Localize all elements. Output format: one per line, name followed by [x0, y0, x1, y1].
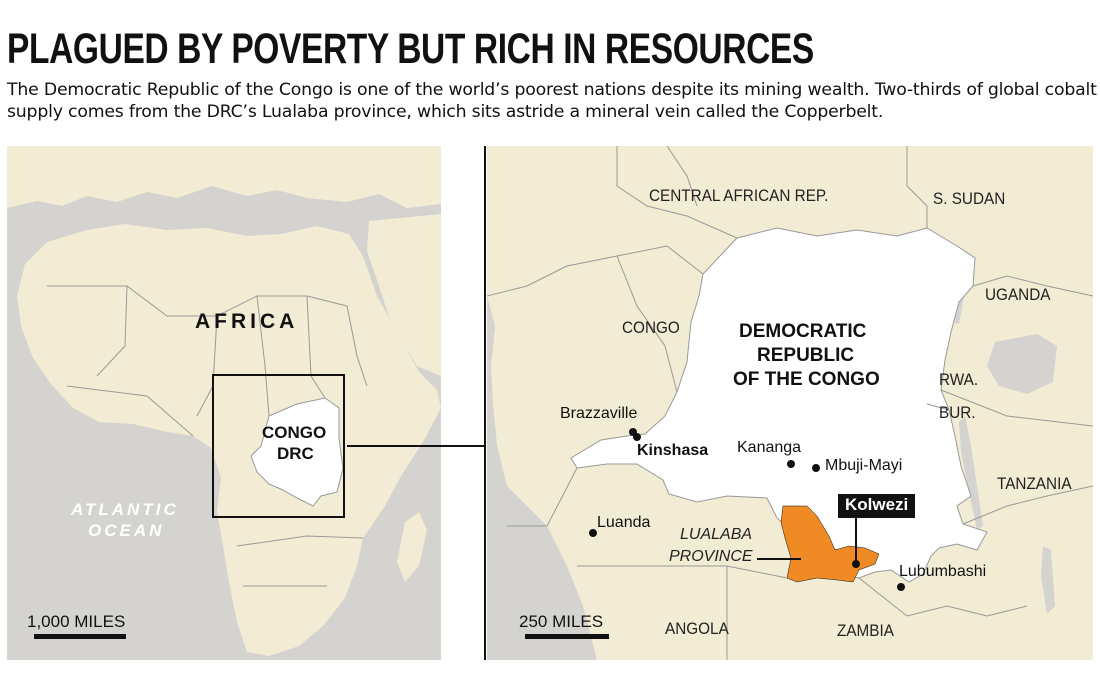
madagascar-island: [397, 512, 427, 582]
label-kananga: Kananga: [737, 439, 802, 456]
lualaba-leader-line: [757, 558, 801, 560]
drc-highlight: [250, 397, 344, 507]
country-borders: [487, 146, 1093, 660]
dot-kananga: [787, 460, 795, 468]
congo-locator-box: [212, 374, 345, 518]
label-lubumbashi: Lubumbashi: [899, 563, 987, 580]
label-congo: CONGO: [622, 318, 680, 337]
europe-landmass: [7, 146, 441, 208]
atlantic-ocean-label-line1: ATLANTIC: [71, 500, 179, 519]
dot-brazzaville: [629, 428, 637, 436]
africa-landmass: [17, 224, 441, 656]
dot-kolwezi: [852, 560, 860, 568]
locator-connector-line: [347, 445, 486, 447]
label-s-sudan: S. SUDAN: [933, 189, 1006, 208]
panel-divider: [484, 146, 486, 660]
lake-malawi: [1041, 546, 1055, 614]
left-scale-bar: [34, 634, 126, 639]
right-scale-bar: [525, 634, 609, 639]
page-subtitle: The Democratic Republic of the Congo is …: [7, 80, 1097, 122]
label-tanzania: TANZANIA: [997, 474, 1072, 493]
dot-mbuji-mayi: [812, 464, 820, 472]
label-lualaba-line1: LUALABA: [680, 526, 753, 543]
label-luanda: Luanda: [597, 514, 651, 531]
label-angola: ANGOLA: [665, 619, 729, 638]
africa-map-svg: [7, 146, 441, 656]
label-central-african-rep: CENTRAL AFRICAN REP.: [649, 186, 829, 205]
drc-map-svg: [487, 146, 1093, 660]
inset-drc-label: DRC: [277, 444, 314, 463]
lake-tanganyika: [959, 416, 983, 530]
label-drc-line1: DEMOCRATIC: [739, 321, 867, 342]
label-kolwezi: Kolwezi: [838, 494, 916, 518]
kolwezi-leader-line: [855, 518, 857, 564]
drc-detail-map: CENTRAL AFRICAN REP. S. SUDAN UGANDA CON…: [487, 146, 1093, 660]
lake-victoria: [987, 334, 1057, 394]
label-brazzaville: Brazzaville: [560, 405, 638, 422]
atlantic-ocean-label-line2: OCEAN: [88, 521, 165, 540]
label-rwanda: RWA.: [939, 370, 979, 389]
dot-lubumbashi: [897, 583, 905, 591]
africa-overview-map: AFRICA ATLANTIC OCEAN CONGO DRC 1,000 MI…: [7, 146, 441, 660]
label-drc-line2: REPUBLIC: [757, 345, 855, 366]
dot-luanda: [589, 529, 597, 537]
africa-label: AFRICA: [195, 310, 299, 333]
label-mbuji-mayi: Mbuji-Mayi: [825, 457, 903, 474]
inset-congo-label: CONGO: [262, 423, 327, 442]
drc-country-shape: [570, 227, 988, 583]
page-title: PLAGUED BY POVERTY BUT RICH IN RESOURCES: [7, 25, 814, 73]
left-scale-label: 1,000 MILES: [27, 612, 126, 631]
label-drc-line3: OF THE CONGO: [733, 369, 880, 390]
dot-kinshasa: [633, 433, 641, 441]
atlantic-ocean: [487, 296, 597, 660]
arabia-landmass: [367, 214, 441, 376]
label-uganda: UGANDA: [985, 285, 1051, 304]
label-zambia: ZAMBIA: [837, 621, 894, 640]
right-scale-label: 250 MILES: [519, 612, 604, 631]
label-lualaba-line2: PROVINCE: [669, 548, 753, 565]
label-kinshasa: Kinshasa: [637, 442, 709, 459]
label-burundi: BUR.: [939, 403, 976, 422]
